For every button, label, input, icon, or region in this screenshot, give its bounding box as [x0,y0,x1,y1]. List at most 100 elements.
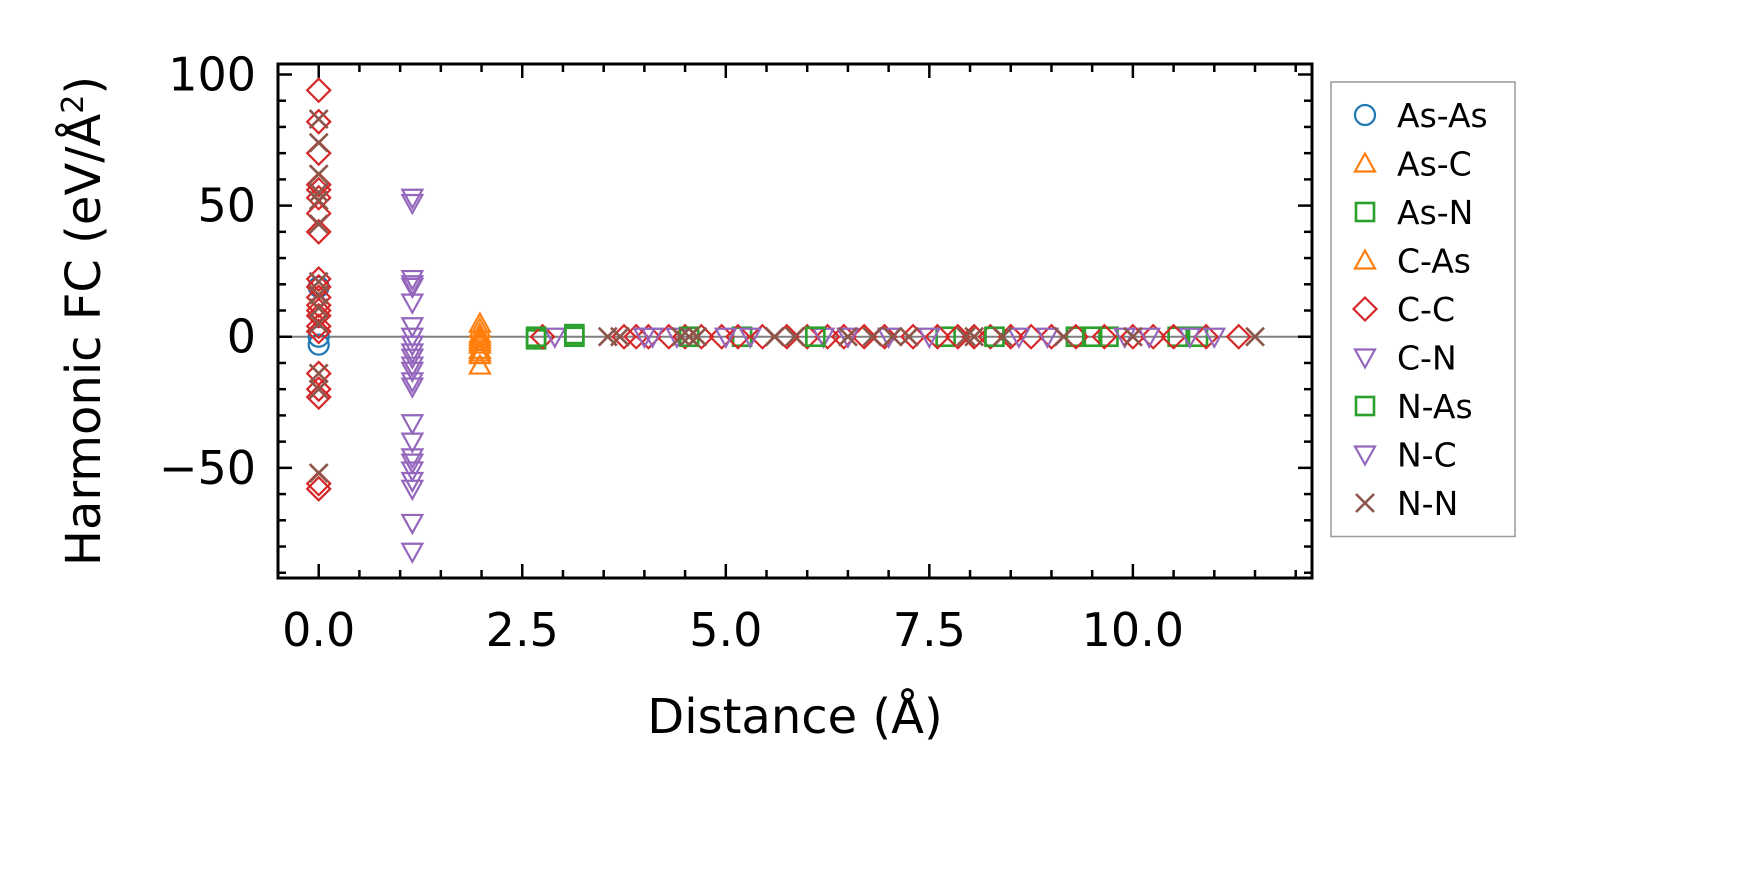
point-c-n [542,327,567,349]
legend-label-c-as: C-As [1397,242,1471,281]
point-n-as [564,323,585,345]
point-n-n [1245,326,1265,347]
y-tick-label: −50 [159,441,256,495]
point-c-c [305,108,332,135]
point-n-n [764,326,785,347]
y-axis-label-suffix: ) [56,76,112,95]
point-c-n [400,327,425,349]
point-n-c [632,327,657,349]
legend-item-as-as: As-As [1353,96,1488,135]
legend-marker-c-n [1353,348,1377,370]
legend-item-n-as: N-As [1354,387,1473,426]
point-n-n [308,363,329,384]
point-n-n [964,326,985,347]
point-n-as [525,326,547,348]
point-c-n [836,327,860,349]
legend-marker-as-n [1354,201,1376,223]
plot-frame [276,62,1314,580]
point-c-c [724,323,752,350]
point-n-n [687,326,708,347]
tick-labels: 0.0 2.5 5.0 7.5 10.0 −50 0 50 100 [159,47,1184,657]
point-n-n [308,214,329,234]
legend-marker-n-c [1353,445,1377,467]
point-as-c [468,353,492,375]
point-n-n [308,297,329,318]
point-c-n [1007,327,1031,349]
legend-label-as-c: As-C [1397,145,1472,184]
x-tick-label: 10.0 [1082,603,1184,657]
point-as-c [468,337,492,359]
point-c-as [468,329,492,352]
legend-label-c-c: C-C [1397,290,1455,329]
point-c-c [635,323,662,350]
point-c-c [529,323,556,350]
point-n-c [400,343,425,365]
point-as-c [468,332,492,354]
point-n-n [837,326,858,347]
legend-label-as-as: As-As [1397,96,1488,135]
x-tick-label: 0.0 [282,603,355,657]
point-n-n [308,313,329,334]
point-n-n [679,326,700,347]
point-c-n [400,414,425,436]
x-tick-label: 5.0 [689,603,762,657]
point-n-c [400,356,425,378]
point-as-n [1098,326,1119,348]
y-axis-label-superscript: 2 [56,95,91,114]
legend-item-c-as: C-As [1353,242,1471,281]
legend-item-as-n: As-N [1354,193,1473,232]
point-n-n [308,164,329,185]
point-c-c [305,77,332,104]
point-c-n [400,188,425,211]
point-n-n [308,379,329,400]
point-c-c [1091,323,1118,350]
point-n-c [1035,327,1060,349]
point-c-as [468,340,492,362]
point-n-n [308,109,329,130]
y-tick-label: 100 [168,47,256,101]
y-tick-label: 0 [227,310,256,364]
y-axis-label: Harmonic FC (eV/Å2) [55,76,112,566]
point-c-n [738,327,763,349]
point-as-n [935,326,956,348]
point-c-n [400,269,425,292]
point-c-n [400,453,425,475]
point-n-n [308,190,329,211]
point-c-c [305,383,332,411]
y-axis-label-prefix: Harmonic FC (eV/Å [55,114,112,567]
x-axis-label: Distance (Å) [647,688,942,745]
point-c-n [400,479,425,502]
point-n-n [308,182,329,203]
point-n-as [1081,326,1103,348]
point-c-n [400,461,425,483]
point-n-c [713,327,738,349]
point-c-c [305,376,332,403]
point-c-c [305,313,332,340]
point-n-n [785,326,805,347]
point-c-c [305,218,332,245]
point-c-n [400,348,425,370]
point-n-c [400,448,425,470]
legend-label-n-as: N-As [1397,387,1473,426]
point-n-n [862,326,883,347]
legend-label-n-c: N-C [1397,436,1457,475]
point-n-c [400,275,425,297]
point-c-c [305,318,332,345]
legend-item-n-c: N-C [1353,436,1457,475]
y-tick-label: 50 [197,179,256,233]
point-c-n [400,372,425,394]
point-as-as [307,333,330,356]
point-as-n [1167,326,1188,348]
point-as-n [1065,326,1087,348]
point-c-n [400,432,425,454]
legend-label-c-n: C-N [1397,339,1457,378]
point-n-c [1178,327,1202,349]
point-c-c [924,323,951,350]
legend-marker-n-as [1354,395,1376,417]
point-n-n [992,326,1013,347]
x-tick-label: 2.5 [486,603,559,657]
legend-item-c-n: C-N [1353,339,1457,378]
point-c-n [400,193,425,216]
point-n-c [400,377,425,399]
